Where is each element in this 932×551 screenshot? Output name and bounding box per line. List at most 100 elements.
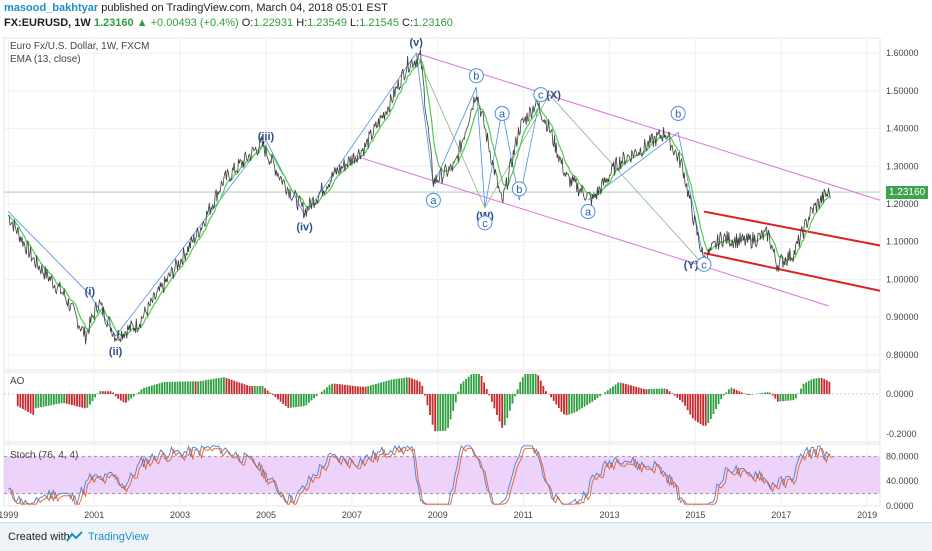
- ao-bar: [393, 379, 395, 394]
- ao-bar: [66, 394, 68, 404]
- ao-bar: [736, 390, 738, 394]
- ao-bar: [360, 387, 362, 394]
- x-tick-label: 2013: [599, 510, 619, 520]
- price-change: ▲ +0.00493 (+0.4%): [137, 17, 239, 29]
- ao-bar: [388, 380, 390, 394]
- ao-bar: [607, 390, 609, 394]
- ao-bar: [437, 394, 439, 431]
- ao-bar: [821, 378, 823, 394]
- ao-bar: [751, 394, 753, 395]
- stoch-legend[interactable]: Stoch (76, 4, 4): [10, 450, 78, 461]
- ao-bar: [586, 394, 588, 405]
- ao-bar: [419, 382, 421, 394]
- ao-bar: [780, 394, 782, 401]
- ao-bar: [442, 394, 444, 431]
- ao-bar: [576, 394, 578, 411]
- ao-bar: [295, 394, 297, 407]
- ao-bar: [226, 378, 228, 394]
- ao-bar: [828, 382, 830, 394]
- ao-bar: [429, 394, 431, 415]
- ao-bar: [313, 394, 315, 398]
- ao-bar: [50, 394, 52, 405]
- ao-bar: [710, 394, 712, 419]
- ao-bar: [432, 394, 434, 425]
- ao-bar: [220, 378, 222, 394]
- ao-bar: [287, 394, 289, 408]
- instrument-legend[interactable]: Euro Fx/U.S. Dollar, 1W, FXCM: [10, 41, 149, 52]
- ao-bar: [352, 386, 354, 394]
- ao-bar: [141, 389, 143, 394]
- ao-bar: [406, 377, 408, 394]
- created-with-text: Created with: [8, 531, 70, 543]
- x-tick-label: 2005: [256, 510, 276, 520]
- ao-bar: [604, 392, 606, 394]
- ao-bar: [782, 394, 784, 401]
- y-tick-label: 1.50000: [886, 86, 919, 96]
- ao-bar: [684, 394, 686, 406]
- ao-bar: [787, 394, 789, 401]
- ao-bar: [236, 382, 238, 394]
- ao-bar: [414, 379, 416, 394]
- ao-bar: [329, 385, 331, 394]
- tradingview-brand-link[interactable]: TradingView: [88, 531, 149, 543]
- high-value: 1.23549: [307, 17, 347, 29]
- ao-bar: [249, 386, 251, 394]
- ao-bar: [120, 394, 122, 400]
- ao-bar: [184, 382, 186, 395]
- ao-bar: [746, 394, 748, 395]
- ao-bar: [370, 385, 372, 394]
- ao-bar: [816, 378, 818, 394]
- ao-bar: [367, 386, 369, 394]
- price-line: [8, 49, 830, 344]
- ao-bar: [19, 394, 21, 408]
- ema-series: [8, 60, 830, 335]
- last-price-tag: 1.23160: [886, 186, 928, 199]
- ao-bar: [210, 379, 212, 394]
- ao-bar: [267, 390, 269, 394]
- open-value: 1.22931: [253, 17, 293, 29]
- ao-bar: [486, 389, 488, 394]
- y-tick-label: 0.90000: [886, 312, 919, 322]
- ao-bar: [617, 383, 619, 394]
- ao-bar: [749, 394, 751, 395]
- x-tick-label: 2009: [428, 510, 448, 520]
- ao-bar: [262, 386, 264, 394]
- ao-bar: [107, 391, 109, 394]
- ao-bar: [785, 394, 787, 401]
- ao-bar: [285, 394, 287, 406]
- ao-bar: [45, 394, 47, 406]
- ao-bar: [674, 394, 676, 396]
- ao-bar: [805, 382, 807, 394]
- ao-bar: [298, 394, 300, 407]
- author-link[interactable]: masood_bakhtyar: [4, 2, 98, 14]
- ao-bar: [110, 391, 112, 394]
- ao-bar: [666, 389, 668, 394]
- ao-bar: [679, 394, 681, 400]
- ao-bar: [661, 389, 663, 394]
- stoch-tick-label: 80.0000: [886, 451, 919, 461]
- x-tick-label: 2003: [170, 510, 190, 520]
- low-label: L:: [350, 17, 359, 29]
- ao-bar: [280, 394, 282, 402]
- ema-legend[interactable]: EMA (13, close): [10, 54, 81, 65]
- symbol-label: FX:EURUSD, 1W: [4, 17, 91, 29]
- wave-label: (Y): [684, 259, 699, 271]
- impulse-wave: [8, 53, 416, 336]
- ao-bar: [612, 386, 614, 394]
- ao-bar: [347, 385, 349, 394]
- ao-bar: [357, 386, 359, 394]
- wave-label: (iv): [296, 222, 313, 234]
- ao-bar: [233, 381, 235, 394]
- x-tick-label: 2017: [771, 510, 791, 520]
- ao-bar: [112, 393, 114, 394]
- ao-bar: [656, 389, 658, 394]
- ao-bar: [566, 394, 568, 415]
- ao-bar: [102, 391, 104, 394]
- ao-bar: [643, 389, 645, 394]
- ao-bar: [228, 379, 230, 394]
- ao-legend[interactable]: AO: [10, 376, 24, 387]
- ao-bar: [231, 380, 233, 394]
- ao-bar: [146, 387, 148, 394]
